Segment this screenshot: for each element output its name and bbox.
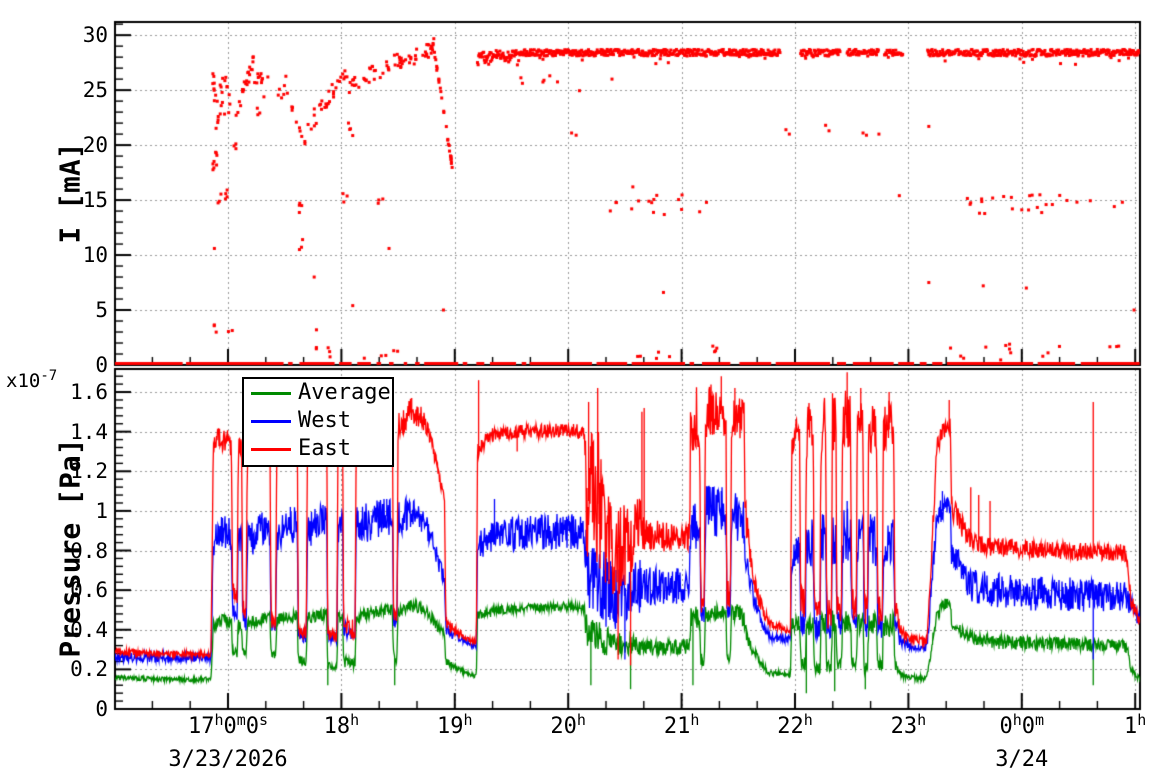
legend-line-sample-average bbox=[251, 391, 291, 395]
bottom-y-tick-label: 0 bbox=[95, 697, 108, 721]
bottom-y-tick-label: 0.4 bbox=[70, 617, 108, 642]
top-y-tick-label: 10 bbox=[82, 243, 108, 268]
top-y-tick-label: 25 bbox=[82, 78, 108, 103]
x-tick-label: 23h bbox=[890, 711, 927, 739]
x-axis-date-label: 3/23/2026 bbox=[168, 747, 288, 772]
legend-item-west: West bbox=[244, 407, 392, 435]
legend-item-east: East bbox=[244, 435, 392, 463]
multiplier-prefix: x10 bbox=[6, 370, 41, 392]
x-axis-date-label: 3/24 bbox=[995, 747, 1049, 772]
bottom-y-tick-label: 0.8 bbox=[70, 538, 108, 563]
x-tick-label: 1h bbox=[1124, 711, 1147, 739]
x-tick-label: 17h0m0s bbox=[187, 711, 269, 739]
multiplier-exponent: -7 bbox=[40, 368, 58, 384]
top-y-tick-label: 30 bbox=[82, 23, 108, 48]
bottom-y-tick-label: 0.2 bbox=[70, 657, 108, 682]
legend-box: Average West East bbox=[242, 377, 394, 467]
x-tick-label: 22h bbox=[777, 711, 813, 739]
top-y-tick-label: 20 bbox=[82, 133, 108, 158]
bottom-y-tick-label: 1.4 bbox=[70, 419, 108, 444]
legend-label: Average bbox=[298, 380, 391, 405]
x-tick-label: 21h bbox=[663, 711, 700, 739]
x-tick-label: 19h bbox=[437, 711, 473, 739]
top-y-tick-label: 0 bbox=[95, 353, 108, 377]
x-tick-label: 18h bbox=[323, 711, 360, 739]
legend-item-average: Average bbox=[244, 379, 392, 407]
bottom-y-tick-label: 1.6 bbox=[70, 380, 108, 405]
bottom-y-tick-label: 1 bbox=[95, 498, 108, 523]
legend-label: West bbox=[298, 408, 351, 433]
legend-line-sample-west bbox=[251, 419, 291, 423]
x-tick-label: 20h bbox=[550, 711, 586, 739]
bottom-y-tick-label: 0.6 bbox=[70, 578, 108, 603]
legend-label: East bbox=[298, 436, 351, 461]
y-axis-multiplier-label: x10-7 bbox=[6, 368, 58, 392]
bottom-y-tick-label: 1.2 bbox=[70, 459, 108, 484]
x-tick-label: 0h0m bbox=[999, 711, 1045, 739]
top-y-tick-label: 15 bbox=[82, 188, 108, 213]
legend-line-sample-east bbox=[251, 447, 291, 451]
top-y-tick-label: 5 bbox=[95, 298, 108, 323]
